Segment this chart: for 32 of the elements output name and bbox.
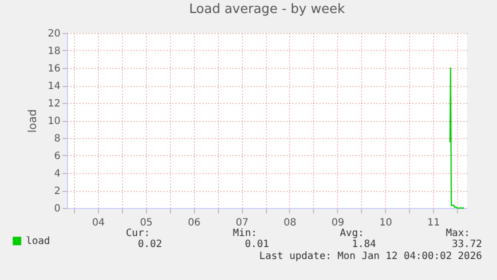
chart-title: Load average - by week bbox=[189, 2, 346, 17]
x-tick-label: 10 bbox=[379, 218, 392, 228]
x-tick-label: 07 bbox=[236, 218, 248, 228]
text: 1.84 bbox=[352, 239, 376, 250]
y-tick-label: 14 bbox=[48, 81, 60, 92]
legend-label: load bbox=[26, 236, 50, 247]
y-tick-label: 2 bbox=[54, 186, 60, 197]
y-tick-label: 18 bbox=[48, 46, 60, 57]
text: 0.02 bbox=[138, 239, 162, 250]
x-tick-label: 09 bbox=[331, 218, 344, 228]
text: Last update: Mon Jan 12 04:00:02 2026 bbox=[259, 251, 482, 262]
y-axis-title: load bbox=[26, 109, 39, 133]
y-tick-label: 8 bbox=[54, 134, 60, 144]
x-tick-label: 04 bbox=[92, 218, 105, 228]
y-tick-label: 12 bbox=[48, 98, 60, 110]
x-tick-label: 05 bbox=[140, 218, 153, 228]
y-tick-label: 4 bbox=[54, 168, 60, 180]
text: 33.72 bbox=[452, 239, 482, 250]
y-tick-label: 16 bbox=[48, 64, 60, 74]
x-tick-label: 11 bbox=[427, 218, 440, 228]
text: Cur: bbox=[126, 228, 150, 239]
y-tick-label: 10 bbox=[48, 116, 60, 127]
y-tick-label: 20 bbox=[48, 28, 60, 40]
x-tick-label: 06 bbox=[188, 218, 201, 228]
y-tick-label: 6 bbox=[54, 151, 60, 162]
y-tick-label: 0 bbox=[54, 204, 60, 214]
text: Avg: bbox=[340, 228, 364, 239]
text: Min: bbox=[232, 228, 257, 239]
x-tick-label: 08 bbox=[284, 218, 296, 228]
text: 0.01 bbox=[244, 239, 269, 250]
text: Max: bbox=[446, 228, 470, 239]
line-series bbox=[449, 67, 465, 209]
